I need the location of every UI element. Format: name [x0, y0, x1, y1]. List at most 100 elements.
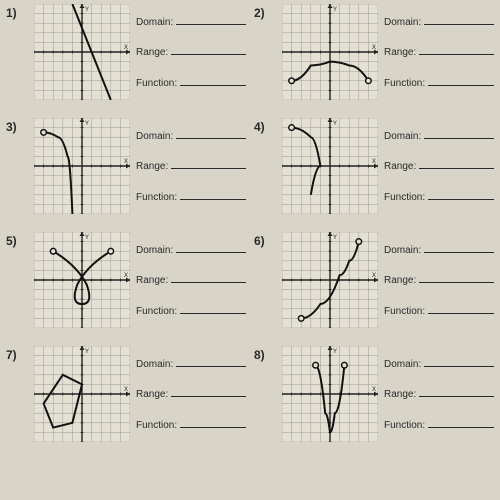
graph-6: XY	[282, 232, 378, 328]
domain-field: Domain:	[384, 129, 494, 142]
function-label: Function:	[136, 306, 177, 317]
range-blank[interactable]	[171, 387, 246, 397]
function-blank[interactable]	[428, 190, 494, 200]
answer-fields: Domain: Range: Function:	[384, 346, 494, 442]
range-blank[interactable]	[419, 159, 494, 169]
problem-row-4: 7) XY Domain: Range: Function: 8) XY	[6, 346, 494, 442]
range-field: Range:	[384, 45, 494, 58]
svg-text:Y: Y	[85, 7, 89, 13]
function-blank[interactable]	[428, 304, 494, 314]
function-blank[interactable]	[180, 304, 246, 314]
problem-4: 4) XY Domain: Range: Function:	[254, 118, 494, 214]
function-blank[interactable]	[180, 418, 246, 428]
problem-number: 6)	[254, 232, 276, 328]
domain-blank[interactable]	[424, 129, 494, 139]
function-field: Function:	[384, 304, 494, 317]
svg-text:X: X	[372, 45, 376, 51]
svg-text:Y: Y	[333, 349, 337, 355]
problem-1: 1) XY Domain: Range: Function:	[6, 4, 246, 100]
domain-blank[interactable]	[424, 243, 494, 253]
range-field: Range:	[384, 273, 494, 286]
domain-field: Domain:	[384, 15, 494, 28]
domain-blank[interactable]	[176, 357, 246, 367]
problem-3: 3) XY Domain: Range: Function:	[6, 118, 246, 214]
range-blank[interactable]	[171, 45, 246, 55]
problem-row-2: 3) XY Domain: Range: Function: 4) XY	[6, 118, 494, 214]
domain-label: Domain:	[136, 131, 173, 142]
range-label: Range:	[384, 161, 416, 172]
function-field: Function:	[384, 76, 494, 89]
svg-text:Y: Y	[85, 121, 89, 127]
function-blank[interactable]	[428, 418, 494, 428]
answer-fields: Domain: Range: Function:	[136, 232, 246, 328]
answer-fields: Domain: Range: Function:	[384, 232, 494, 328]
range-field: Range:	[384, 387, 494, 400]
domain-field: Domain:	[136, 357, 246, 370]
svg-text:Y: Y	[333, 235, 337, 241]
problem-number: 8)	[254, 346, 276, 442]
domain-label: Domain:	[136, 245, 173, 256]
problem-row-1: 1) XY Domain: Range: Function: 2) XY	[6, 4, 494, 100]
problem-number: 3)	[6, 118, 28, 214]
problem-8: 8) XY Domain: Range: Function:	[254, 346, 494, 442]
range-blank[interactable]	[171, 273, 246, 283]
domain-blank[interactable]	[176, 129, 246, 139]
problem-row-3: 5) XY Domain: Range: Function: 6) XY	[6, 232, 494, 328]
function-field: Function:	[384, 418, 494, 431]
domain-label: Domain:	[384, 131, 421, 142]
domain-field: Domain:	[136, 15, 246, 28]
domain-blank[interactable]	[424, 357, 494, 367]
range-label: Range:	[384, 275, 416, 286]
problem-6: 6) XY Domain: Range: Function:	[254, 232, 494, 328]
function-label: Function:	[136, 192, 177, 203]
function-field: Function:	[136, 190, 246, 203]
svg-text:X: X	[124, 159, 128, 165]
problem-number: 4)	[254, 118, 276, 214]
function-field: Function:	[136, 304, 246, 317]
function-label: Function:	[384, 420, 425, 431]
function-blank[interactable]	[180, 190, 246, 200]
svg-text:Y: Y	[333, 121, 337, 127]
graph-7: XY	[34, 346, 130, 442]
domain-label: Domain:	[136, 359, 173, 370]
domain-label: Domain:	[384, 245, 421, 256]
svg-text:X: X	[124, 45, 128, 51]
domain-field: Domain:	[136, 129, 246, 142]
domain-blank[interactable]	[176, 15, 246, 25]
domain-blank[interactable]	[176, 243, 246, 253]
domain-blank[interactable]	[424, 15, 494, 25]
graph-2: XY	[282, 4, 378, 100]
problem-number: 1)	[6, 4, 28, 100]
answer-fields: Domain: Range: Function:	[384, 118, 494, 214]
range-blank[interactable]	[419, 273, 494, 283]
problem-7: 7) XY Domain: Range: Function:	[6, 346, 246, 442]
domain-label: Domain:	[136, 17, 173, 28]
graph-3: XY	[34, 118, 130, 214]
svg-text:X: X	[124, 273, 128, 279]
graph-4: XY	[282, 118, 378, 214]
svg-text:X: X	[124, 387, 128, 393]
range-label: Range:	[136, 275, 168, 286]
function-label: Function:	[136, 420, 177, 431]
range-field: Range:	[384, 159, 494, 172]
function-blank[interactable]	[428, 76, 494, 86]
range-label: Range:	[136, 47, 168, 58]
range-label: Range:	[384, 47, 416, 58]
domain-field: Domain:	[384, 243, 494, 256]
range-field: Range:	[136, 387, 246, 400]
graph-1: XY	[34, 4, 130, 100]
graph-8: XY	[282, 346, 378, 442]
range-label: Range:	[136, 389, 168, 400]
range-blank[interactable]	[171, 159, 246, 169]
problem-number: 7)	[6, 346, 28, 442]
svg-text:X: X	[372, 387, 376, 393]
answer-fields: Domain: Range: Function:	[384, 4, 494, 100]
function-field: Function:	[136, 418, 246, 431]
range-blank[interactable]	[419, 45, 494, 55]
range-blank[interactable]	[419, 387, 494, 397]
function-label: Function:	[384, 192, 425, 203]
range-label: Range:	[384, 389, 416, 400]
svg-text:Y: Y	[85, 349, 89, 355]
function-blank[interactable]	[180, 76, 246, 86]
problem-2: 2) XY Domain: Range: Function:	[254, 4, 494, 100]
